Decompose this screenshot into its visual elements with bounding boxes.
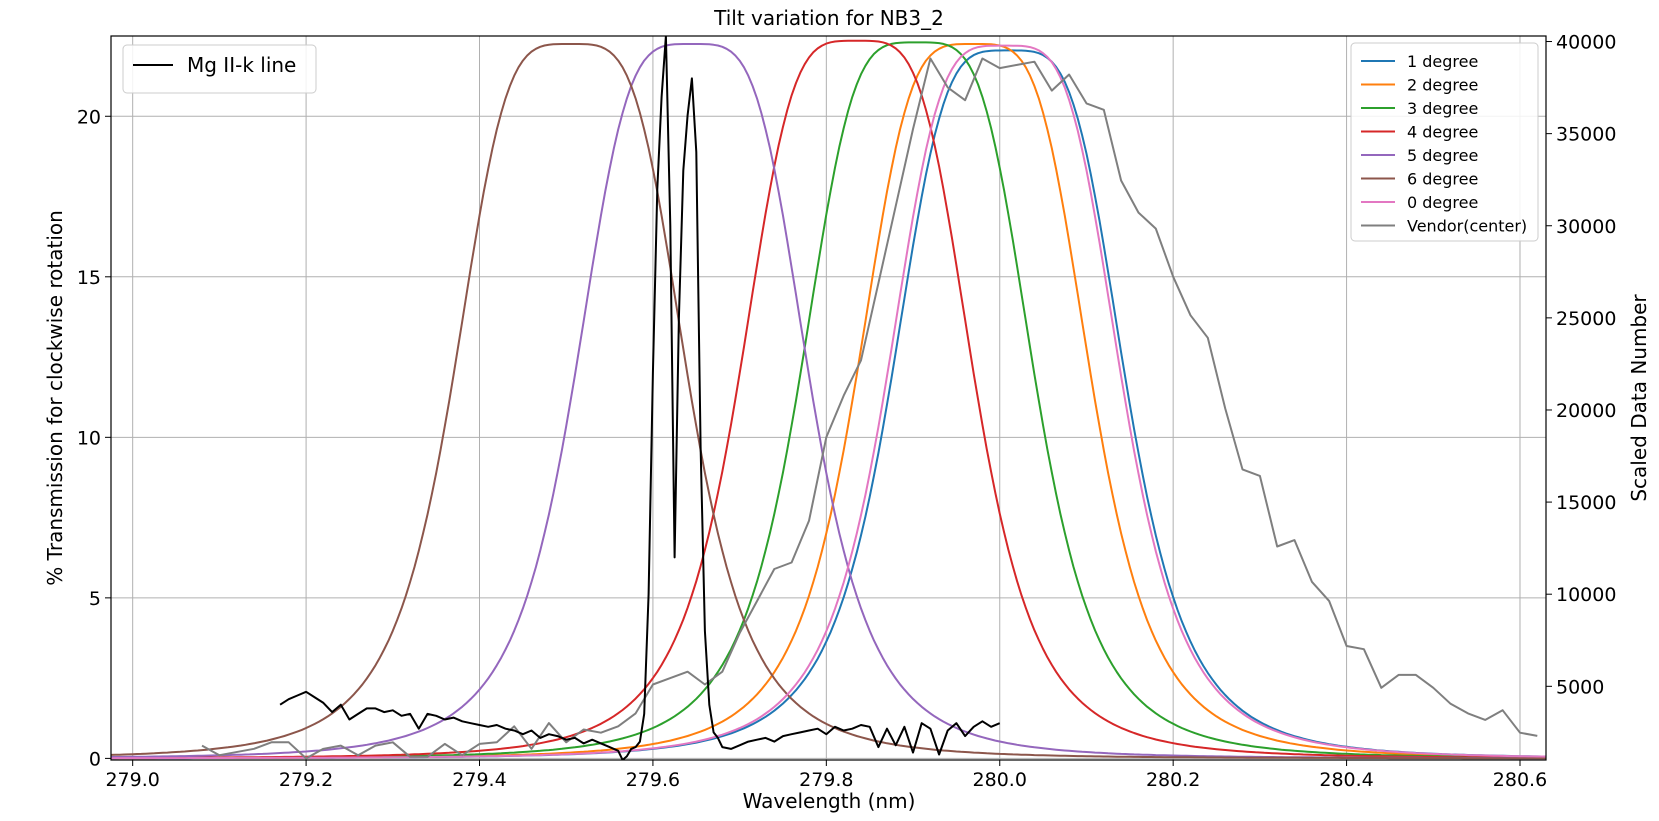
x-tick-label: 279.2 [279, 769, 333, 791]
legend-box [1350, 42, 1539, 242]
legend-label: Mg II-k line [187, 53, 296, 77]
x-axis-label: Wavelength (nm) [743, 789, 916, 813]
series-line-4-degree [111, 39, 1546, 759]
chart-title: Tilt variation for NB3_2 [713, 6, 944, 30]
legend-right: 1 degree 2 degree 3 degree 4 degree 5 degree… [1350, 42, 1539, 242]
legend-label: 4 degree [1407, 123, 1478, 142]
series-line-2-degree [111, 43, 1546, 760]
y-tick-label: 20 [77, 106, 101, 128]
legend-left: Mg II-k line [122, 44, 317, 94]
y-tick-label: 0 [89, 748, 101, 770]
grid [111, 36, 1546, 760]
series-line-3-degree [111, 41, 1546, 759]
legend-label: 2 degree [1407, 76, 1478, 95]
y-axis-ticks: 0 5 10 15 20 [77, 106, 111, 770]
legend-label: Vendor(center) [1407, 217, 1527, 236]
y2-tick-label: 30000 [1556, 216, 1616, 238]
y2-axis-label: Scaled Data Number [1627, 294, 1651, 502]
y2-tick-label: 25000 [1556, 308, 1616, 330]
y2-tick-label: 35000 [1556, 124, 1616, 146]
legend-label: 3 degree [1407, 99, 1478, 118]
series-line-mg-ii-k-line [279, 36, 1001, 760]
y-axis-label: % Transmission for clockwise rotation [43, 210, 67, 586]
legend-label: 0 degree [1407, 193, 1478, 212]
y2-axis-ticks: 5000 10000 15000 20000 25000 30000 35000 40000 [1546, 32, 1616, 698]
y-tick-label: 5 [89, 588, 101, 610]
y2-tick-label: 40000 [1556, 32, 1616, 54]
x-tick-label: 279.4 [452, 769, 506, 791]
y2-tick-label: 5000 [1556, 676, 1604, 698]
x-tick-label: 279.8 [799, 769, 853, 791]
x-axis-ticks: 279.0 279.2 279.4 279.6 279.8 280.0 280.2 280.4… [105, 760, 1547, 791]
plot-lines [111, 36, 1546, 760]
series-line-1-degree [111, 49, 1546, 760]
x-tick-label: 279.6 [626, 769, 680, 791]
x-tick-label: 280.6 [1493, 769, 1547, 791]
legend-box [122, 44, 317, 94]
legend-label: 5 degree [1407, 146, 1478, 165]
legend-label: 1 degree [1407, 52, 1478, 71]
y-tick-label: 10 [77, 427, 101, 449]
y2-tick-label: 20000 [1556, 400, 1616, 422]
series-line-vendor-center [201, 57, 1538, 760]
y2-tick-label: 15000 [1556, 492, 1616, 514]
series-line-5-degree [111, 43, 1546, 760]
x-tick-label: 280.0 [973, 769, 1027, 791]
x-tick-label: 280.2 [1146, 769, 1200, 791]
plot-frame [110, 35, 1547, 761]
x-tick-label: 280.4 [1319, 769, 1373, 791]
legend-label: 6 degree [1407, 170, 1478, 189]
series-line-0-degree [111, 44, 1546, 760]
y-tick-label: 15 [77, 267, 101, 289]
y2-tick-label: 10000 [1556, 584, 1616, 606]
series-line-6-degree [111, 43, 1546, 760]
x-tick-label: 279.0 [105, 769, 159, 791]
